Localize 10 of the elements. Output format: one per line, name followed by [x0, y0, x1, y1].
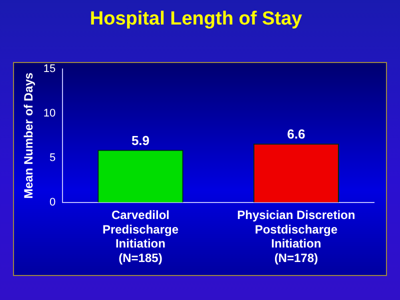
y-tick-label: 15 — [43, 62, 56, 75]
x-tick-label: Physician Discretion Postdischarge Initiation (N=178) — [237, 208, 356, 266]
data-label: 6.6 — [287, 126, 306, 142]
chart-title: Hospital Length of Stay — [90, 8, 303, 30]
y-axis-title: Mean Number of Days — [22, 72, 36, 199]
y-tick-label: 0 — [50, 196, 56, 208]
x-tick-label: Carvedilol Predischarge Initiation (N=185) — [102, 208, 179, 266]
y-tick-label: 5 — [50, 152, 56, 164]
y-tick-label: 10 — [43, 107, 56, 120]
data-label: 5.9 — [131, 132, 150, 148]
